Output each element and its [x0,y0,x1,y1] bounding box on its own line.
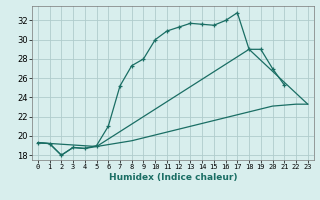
X-axis label: Humidex (Indice chaleur): Humidex (Indice chaleur) [108,173,237,182]
